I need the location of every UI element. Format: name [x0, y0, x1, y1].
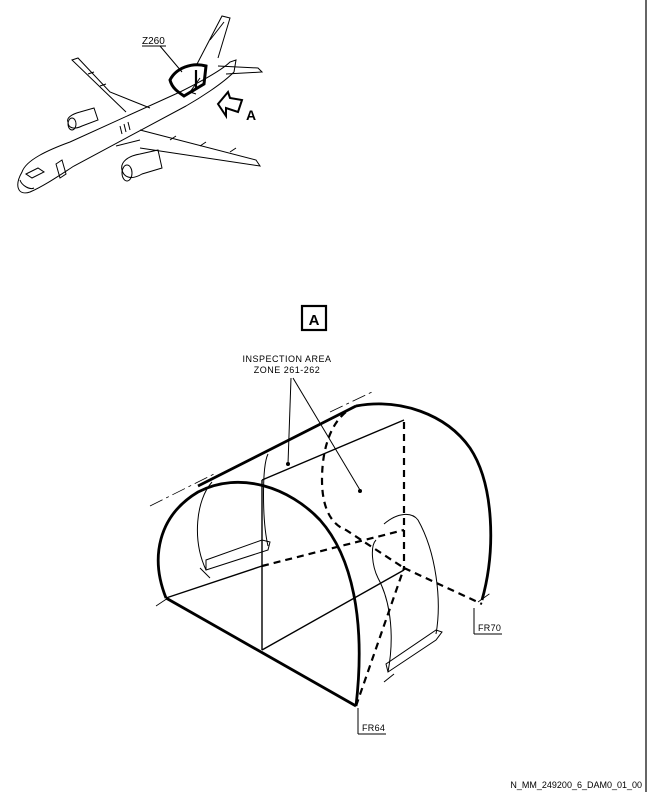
fuselage-section: [149, 391, 493, 708]
frame-leaders: [357, 608, 502, 735]
view-arrow-label: A: [246, 107, 256, 123]
inspection-area-label: INSPECTION AREA: [242, 354, 331, 364]
inspection-zone-label: ZONE 261-262: [254, 365, 321, 375]
view-label-box: [300, 304, 328, 332]
view-label-text: A: [309, 312, 320, 329]
document-reference: N_MM_249200_6_DAM0_01_00: [510, 780, 642, 790]
frame-fr70-label: FR70: [478, 623, 501, 633]
inspection-leader-lines: [286, 377, 362, 493]
zone-callout-label: Z260: [142, 36, 165, 47]
frame-fr64-label: FR64: [362, 723, 385, 733]
aircraft-overview: [17, 15, 264, 194]
